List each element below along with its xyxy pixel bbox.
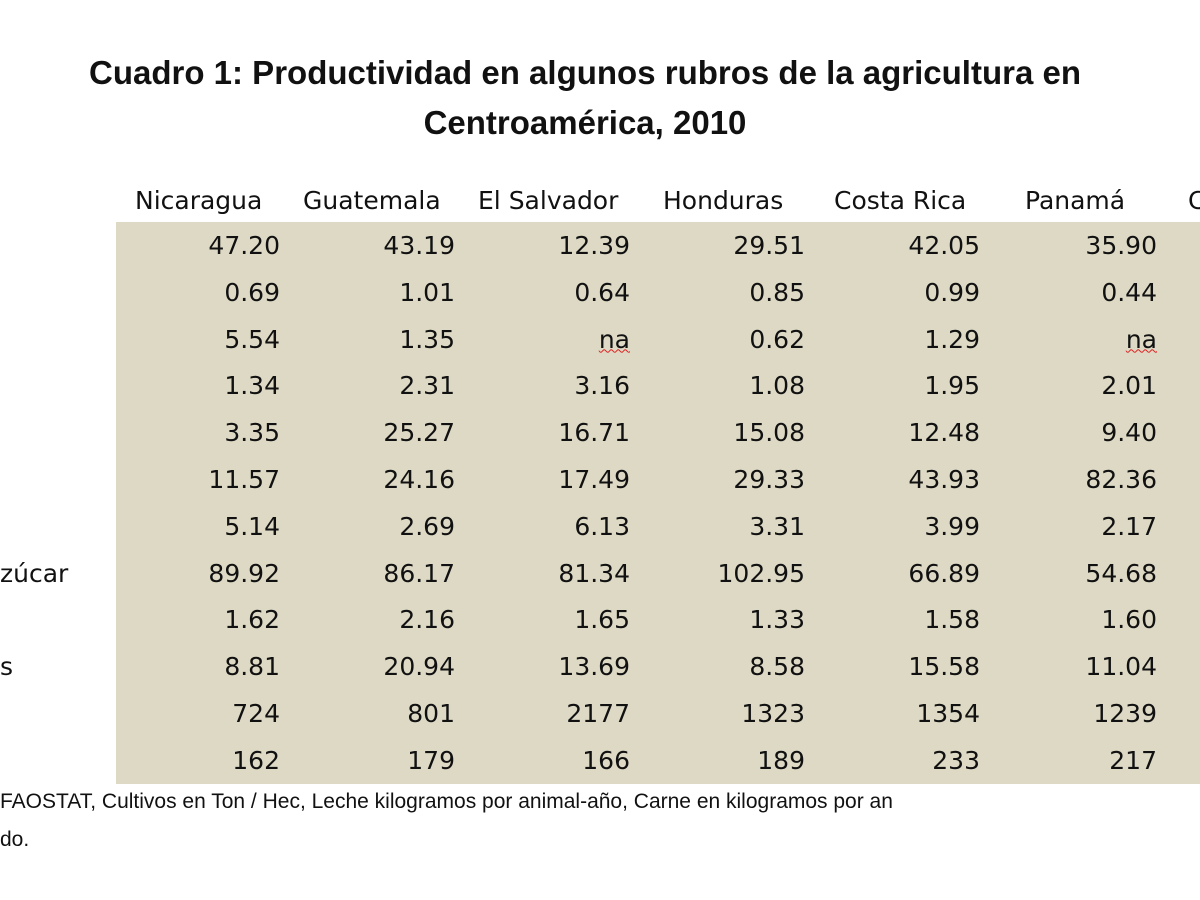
table-cell: 9.40 (1101, 418, 1157, 448)
table-cell: 233 (932, 745, 980, 775)
table-cell: 11.04 (1085, 652, 1157, 682)
table-cell: 724 (232, 699, 280, 728)
table-cell: 5.54 (224, 324, 280, 354)
table-cell: 1.08 (749, 371, 805, 401)
table-cell: 1354 (916, 699, 980, 728)
table-cell: 82.36 (1085, 465, 1157, 494)
table-cell: 0.85 (749, 277, 805, 307)
table-cell: 25.27 (383, 418, 455, 448)
table-cell: 2.31 (399, 371, 455, 401)
table-cell: 6.13 (574, 511, 630, 541)
table-cell: 1239 (1093, 699, 1157, 728)
table-cell: 29.51 (733, 231, 805, 260)
column-header: Honduras (663, 186, 784, 215)
source-note-line-2: do. (0, 828, 30, 851)
table-cell: 1.62 (224, 605, 280, 635)
table-cell: 2.17 (1101, 511, 1157, 541)
table-cell: 86.17 (383, 558, 455, 588)
table-cell: 189 (757, 745, 805, 775)
table-cell: 17.49 (558, 465, 630, 494)
table-cell: 15.08 (733, 418, 805, 448)
table-cell: 1.35 (399, 324, 455, 354)
column-header: Nicaragua (135, 186, 263, 215)
table-cell: 2.16 (399, 605, 455, 635)
table-cell: 24.16 (383, 465, 455, 494)
table-cell: 0.64 (574, 277, 630, 307)
table-cell: 5.14 (224, 511, 280, 541)
table-cell: 1.29 (924, 324, 980, 354)
table-cell: 1.95 (924, 371, 980, 401)
table-cell: 35.90 (1085, 231, 1157, 260)
title-line-2: Centroamérica, 2010 (423, 104, 747, 141)
table-cell: 1.01 (399, 277, 455, 307)
table-cell: 66.89 (908, 558, 980, 588)
table-cell: 162 (232, 745, 280, 775)
table-cell: na (1125, 324, 1157, 354)
title-line-1: Cuadro 1: Productividad en algunos rubro… (89, 54, 1081, 91)
table-cell: 1.58 (924, 605, 980, 635)
table-cell: 12.39 (558, 231, 630, 260)
table-cell: 1.60 (1101, 605, 1157, 635)
table-cell: 0.99 (924, 277, 980, 307)
table-cell: 1.33 (749, 605, 805, 635)
table-cell: 3.35 (224, 418, 280, 448)
table-cell: 16.71 (558, 418, 630, 448)
table-cell: 11.57 (208, 465, 280, 494)
table-cell: 0.44 (1101, 277, 1157, 307)
table-cell: 2.69 (399, 511, 455, 541)
table-cell: 2177 (566, 699, 630, 728)
table-cell: 54.68 (1085, 558, 1157, 588)
table-cell: 102.95 (717, 558, 805, 588)
table-cell: 12.48 (908, 418, 980, 448)
column-header: Costa Rica (834, 186, 967, 215)
table-cell: 1.65 (574, 605, 630, 635)
table-cell: na (598, 324, 630, 354)
column-header: C (1188, 186, 1200, 215)
table-cell: 42.05 (908, 231, 980, 260)
table-cell: 8.81 (224, 652, 280, 682)
table-cell: 217 (1109, 745, 1157, 775)
table-cell: 179 (407, 745, 455, 775)
row-label: zúcar (0, 558, 69, 588)
table-cell: 0.62 (749, 324, 805, 354)
table-cell: 29.33 (733, 465, 805, 494)
table-cell: 13.69 (558, 652, 630, 682)
table-cell: 0.69 (224, 277, 280, 307)
table-cell: 47.20 (208, 231, 280, 260)
table-title: Cuadro 1: Productividad en algunos rubro… (0, 48, 1170, 148)
table-cell: 1323 (741, 699, 805, 728)
table-cell: 15.58 (908, 652, 980, 682)
column-header: Panamá (1025, 186, 1126, 215)
table-cell: 3.99 (924, 511, 980, 541)
table-cell: 43.19 (383, 231, 455, 260)
table-cell: 3.16 (574, 371, 630, 401)
table-cell: 81.34 (558, 558, 630, 588)
table-cell: 3.31 (749, 511, 805, 541)
source-note-line-1: FAOSTAT, Cultivos en Ton / Hec, Leche ki… (0, 790, 893, 813)
row-label: s (0, 652, 14, 682)
table-cell: 166 (582, 745, 630, 775)
table-body-background (116, 222, 1200, 784)
table-cell: 89.92 (208, 558, 280, 588)
table-cell: 2.01 (1101, 371, 1157, 401)
table-cell: 43.93 (908, 465, 980, 494)
column-header: El Salvador (478, 186, 619, 215)
table-cell: 8.58 (749, 652, 805, 682)
column-header: Guatemala (303, 186, 441, 215)
table-cell: 801 (407, 699, 455, 728)
table-cell: 20.94 (383, 652, 455, 682)
table-cell: 1.34 (224, 371, 280, 401)
